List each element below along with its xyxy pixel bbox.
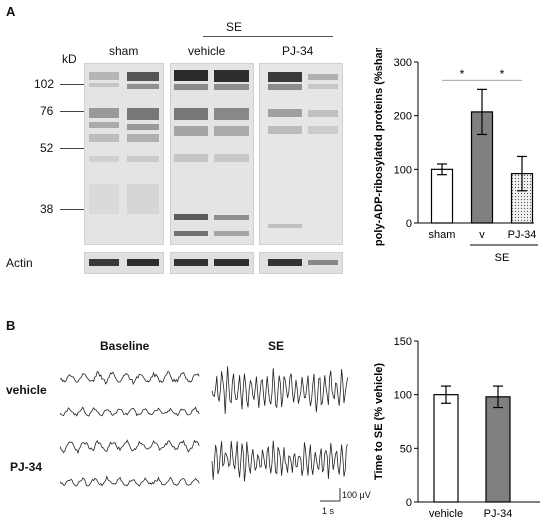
y-tick-label: 0 — [406, 218, 412, 230]
eeg-trace-pj34-baseline-2 — [60, 475, 200, 487]
y-tick-label: 200 — [394, 111, 412, 123]
eeg-trace-vehicle-baseline-2 — [60, 406, 200, 417]
group-label-sham: sham — [109, 44, 139, 58]
eeg-trace-vehicle-se — [211, 366, 348, 415]
actin-blot-pj34 — [259, 252, 343, 274]
y-tick-label: 300 — [394, 57, 412, 69]
row-label-pj34: PJ-34 — [10, 460, 43, 474]
marker-label-76: 76 — [40, 104, 54, 118]
chart-a: 0 100 200 300 poly-ADP-ribosylated proteins … — [373, 48, 538, 264]
marker-tick-76 — [60, 111, 84, 112]
actin-blot-sham — [84, 252, 164, 274]
marker-label-52: 52 — [40, 141, 54, 155]
eeg-traces — [60, 366, 348, 487]
significance-star: * — [500, 67, 505, 81]
blot-vehicle — [170, 63, 254, 245]
actin-blot-vehicle — [170, 252, 254, 274]
se-group-line — [203, 36, 333, 37]
marker-label-102: 102 — [34, 77, 55, 91]
marker-tick-38 — [60, 209, 84, 210]
col-label-baseline: Baseline — [100, 339, 150, 353]
x-tick-label: sham — [429, 229, 456, 241]
significance-star: * — [460, 67, 465, 81]
y-tick-label: 100 — [394, 390, 412, 402]
x-tick-label: PJ-34 — [484, 508, 513, 518]
row-label-vehicle: vehicle — [6, 383, 47, 397]
bar — [433, 394, 459, 503]
eeg-trace-pj34-se — [211, 440, 348, 482]
scale-label-uv: 100 μV — [342, 490, 371, 500]
panel-a-letter: A — [6, 4, 16, 19]
chart-b: 0 50 100 150 Time to SE (% vehicle) vehicle PJ… — [373, 336, 540, 518]
y-axis-title: Time to SE (% vehicle) — [373, 363, 385, 481]
x-tick-label: vehicle — [429, 508, 463, 518]
blot-pj34 — [259, 63, 343, 245]
marker-tick-102 — [60, 84, 84, 85]
marker-label-38: 38 — [40, 202, 54, 216]
se-group-label: SE — [226, 20, 243, 34]
eeg-trace-pj34-baseline-1 — [60, 439, 200, 455]
col-label-se: SE — [268, 339, 285, 353]
group-label-pj34: PJ-34 — [282, 44, 314, 58]
actin-label: Actin — [6, 256, 33, 270]
x-tick-label: v — [479, 229, 485, 241]
y-tick-label: 100 — [394, 164, 412, 176]
marker-tick-52 — [60, 148, 84, 149]
kd-label: kD — [62, 52, 77, 66]
bar — [430, 168, 454, 224]
x-tick-label: PJ-34 — [508, 229, 537, 241]
group-label-vehicle: vehicle — [188, 44, 226, 58]
se-group-label: SE — [495, 252, 510, 264]
eeg-trace-vehicle-baseline-1 — [60, 370, 200, 385]
scale-bar — [320, 488, 341, 502]
y-tick-label: 50 — [400, 443, 412, 455]
y-tick-label: 150 — [394, 336, 412, 348]
scale-label-s: 1 s — [322, 506, 335, 516]
bar — [485, 396, 511, 503]
y-tick-label: 0 — [406, 497, 412, 509]
panel-b-letter: B — [6, 318, 16, 333]
y-axis-title: poly-ADP-ribosylated proteins (%sham) — [373, 48, 385, 246]
blot-sham — [84, 63, 164, 245]
